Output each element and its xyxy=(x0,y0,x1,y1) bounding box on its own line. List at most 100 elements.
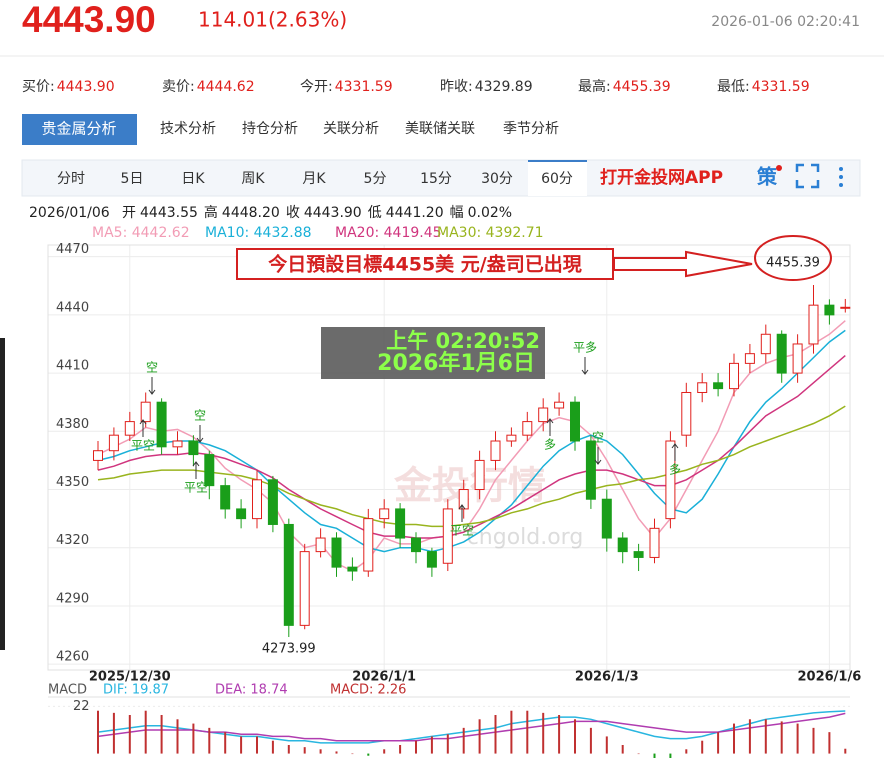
strategy-icon[interactable]: 策 xyxy=(757,165,778,189)
x-tick-label: 2026/1/1 xyxy=(352,670,416,685)
macd-bar xyxy=(542,712,545,754)
macd-bar xyxy=(669,753,672,758)
macd-bar xyxy=(399,745,402,754)
x-tick-label: 2026/1/3 xyxy=(575,670,639,685)
info-value: 4443.90 xyxy=(304,205,362,221)
candle-body xyxy=(156,401,167,448)
info-value: 4443.55 xyxy=(140,205,198,221)
macd-bar xyxy=(176,719,179,754)
tab[interactable]: 技术分析 xyxy=(160,121,216,137)
macd-bar xyxy=(97,710,99,754)
period-active-bg xyxy=(528,160,587,196)
quote-value: 4455.39 xyxy=(613,79,671,95)
plot-frame xyxy=(47,244,851,671)
signal-label: 平多 xyxy=(573,341,597,355)
y-tick-label: 22 xyxy=(73,699,90,714)
candle-body xyxy=(729,362,739,390)
period-tab[interactable]: 60分 xyxy=(541,171,573,187)
period-bar xyxy=(21,159,861,197)
time-overlay xyxy=(321,327,545,379)
macd-bar xyxy=(383,749,386,754)
watermark: 金投行情 xyxy=(393,464,546,508)
period-tab[interactable]: 日K xyxy=(181,171,205,187)
candle-body xyxy=(681,391,692,436)
ma-line xyxy=(97,405,846,528)
period-tab[interactable]: 周K xyxy=(241,171,265,187)
annotation-arrow xyxy=(613,250,753,278)
candle-body xyxy=(538,407,549,423)
info-date: 2026/01/06 xyxy=(29,205,110,221)
period-tab[interactable]: 30分 xyxy=(481,171,513,187)
macd-bar xyxy=(733,723,735,754)
macd-bar xyxy=(208,727,211,754)
macd-bar xyxy=(415,740,417,754)
candle-body xyxy=(713,382,724,390)
macd-bar xyxy=(717,732,720,754)
macd-bar xyxy=(574,719,576,754)
macd-bar xyxy=(256,736,258,754)
y-tick-label: 4320 xyxy=(56,533,89,548)
legend-entry: MA10: 4432.88 xyxy=(205,225,312,241)
candle-body xyxy=(665,440,676,520)
signal-label: 空 xyxy=(146,361,158,375)
macd-bar xyxy=(605,736,608,754)
macd-bar xyxy=(812,727,815,754)
candle-body xyxy=(458,489,469,510)
annotation: 今日預設目標4455美 元/盎司已出現 xyxy=(267,253,581,276)
macd-bar xyxy=(653,753,656,758)
macd-bar xyxy=(462,727,465,754)
tab[interactable]: 关联分析 xyxy=(323,121,379,137)
app-link[interactable]: 打开金投网APP xyxy=(600,167,723,188)
signal-arrow-head xyxy=(139,419,147,425)
signal-label: 平空 xyxy=(184,481,208,495)
candle-body xyxy=(585,440,596,500)
menu-dot xyxy=(839,175,843,179)
macd-bar xyxy=(128,715,131,754)
macd-line xyxy=(97,712,846,742)
signal-arrow-head xyxy=(148,389,156,395)
side-strip xyxy=(0,338,5,650)
candle-body xyxy=(792,343,803,374)
macd-bar xyxy=(160,715,163,754)
period-tab[interactable]: 5日 xyxy=(121,171,144,187)
macd-bar xyxy=(112,712,115,754)
price: 4443.90 xyxy=(22,0,156,40)
candle-body xyxy=(315,537,326,553)
candle-body xyxy=(379,508,390,520)
period-tab[interactable]: 分时 xyxy=(57,171,85,187)
fullscreen-icon[interactable] xyxy=(795,163,820,189)
candle-body xyxy=(236,508,247,520)
candle-body xyxy=(411,537,421,553)
candle-body xyxy=(204,454,215,487)
macd-bar xyxy=(558,715,561,754)
candle-body xyxy=(474,459,485,491)
period-tab[interactable]: 15分 xyxy=(420,171,452,187)
quote-label: 卖价: xyxy=(162,79,195,95)
overlay-time: 上午 02:20:52 xyxy=(386,329,540,353)
y-tick-label: 4290 xyxy=(56,591,89,606)
candle-body xyxy=(554,401,565,409)
macd-bar xyxy=(287,745,290,754)
quote-label: 今开: xyxy=(300,79,333,95)
period-tab[interactable]: 月K xyxy=(302,171,326,187)
ma-line xyxy=(97,329,846,553)
signal-arrow-head xyxy=(546,418,554,424)
candle-body xyxy=(617,537,628,553)
info-value: 4441.20 xyxy=(386,205,444,221)
macd-bar xyxy=(478,719,481,754)
candle-body xyxy=(744,353,755,364)
macd-bar xyxy=(828,732,831,754)
period-tab[interactable]: 5分 xyxy=(364,171,387,187)
ma-line xyxy=(97,355,846,539)
tab[interactable]: 美联储关联 xyxy=(405,121,475,137)
tab[interactable]: 季节分析 xyxy=(503,121,559,137)
quote-value: 4444.62 xyxy=(197,79,255,95)
annotation-box xyxy=(236,248,614,280)
ma-line xyxy=(97,320,846,572)
candle-body xyxy=(172,440,183,448)
tab[interactable]: 持仓分析 xyxy=(242,121,298,137)
signal-label: 平空 xyxy=(131,439,155,453)
quote-label: 最高: xyxy=(578,78,611,95)
tab[interactable]: 贵金属分析 xyxy=(41,120,116,138)
